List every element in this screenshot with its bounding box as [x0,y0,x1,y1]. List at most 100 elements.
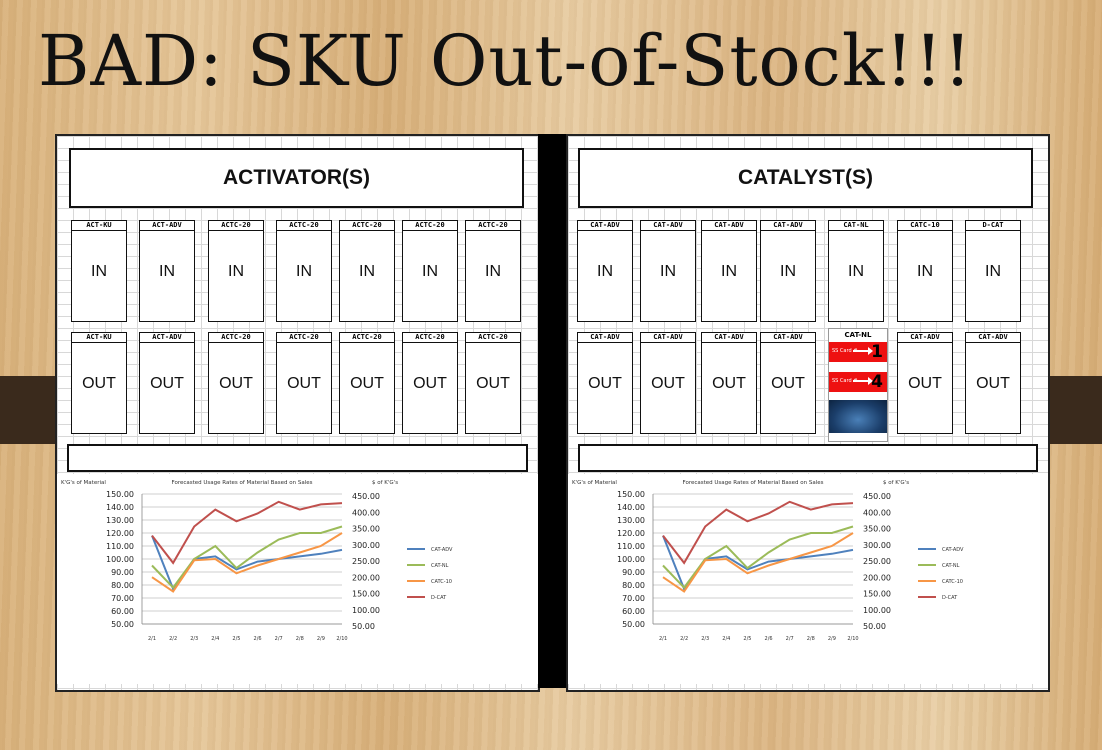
legend-label: CAT-ADV [431,547,453,553]
series-line-catc-10 [151,532,343,593]
y-tick-label: 120.00 [617,529,645,538]
kanban-card[interactable]: ACT-ADV OUT [139,332,195,434]
kanban-card[interactable]: CAT-ADV IN [640,220,696,322]
x-tick-label: 2/10 [847,636,858,642]
kanban-card[interactable]: CAT-ADV IN [701,220,757,322]
special-card-label: CAT-NL [844,331,872,339]
y2-tick-label: 200.00 [863,573,891,582]
x-tick-label: 2/3 [190,636,198,642]
card-status-in: IN [422,263,438,280]
kanban-card[interactable]: CAT-ADV OUT [965,332,1021,434]
y-tick-label: 140.00 [617,503,645,512]
y2-tick-label: 100.00 [863,606,891,615]
slide-title: BAD: SKU Out-of-Stock!!! [38,20,973,102]
card-sku-label: ACTC-20 [340,333,394,343]
kanban-card[interactable]: D-CAT IN [965,220,1021,322]
x-tick-label: 2/5 [232,636,240,642]
y-tick-label: 140.00 [106,503,134,512]
kanban-card[interactable]: ACT-ADV IN [139,220,195,322]
card-sku-label: ACTC-20 [466,221,520,231]
kanban-card[interactable]: ACTC-20 IN [208,220,264,322]
kanban-card[interactable]: CAT-NL IN [828,220,884,322]
y2-axis-label: $ of K'G's [883,480,909,486]
kanban-card[interactable]: CAT-ADV OUT [760,332,816,434]
y-tick-label: 80.00 [622,581,645,590]
series-line-catc-10 [662,532,854,593]
series-line-cat-nl [151,525,343,590]
x-tick-label: 2/1 [148,636,156,642]
card-status-in: IN [660,263,676,280]
kanban-card[interactable]: ACTC-20 IN [339,220,395,322]
y2-tick-label: 150.00 [352,590,380,599]
x-tick-label: 2/7 [275,636,283,642]
series-line-d-cat [151,500,343,565]
y-tick-label: 110.00 [106,542,134,551]
card-status-in: IN [359,263,375,280]
x-tick-label: 2/3 [701,636,709,642]
card-status-in: IN [848,263,864,280]
ss-card-text: SS Card # [832,378,858,384]
y-tick-label: 100.00 [106,555,134,564]
legend-label: D-CAT [942,595,958,601]
kanban-card[interactable]: ACTC-20 OUT [276,332,332,434]
kanban-card[interactable]: CATC-10 IN [897,220,953,322]
card-sku-label: CAT-ADV [702,221,756,231]
legend-label: CATC-10 [431,579,452,585]
x-tick-label: 2/1 [659,636,667,642]
y-tick-label: 80.00 [111,581,134,590]
y2-tick-label: 350.00 [352,525,380,534]
ss-card-text: SS Card # [832,348,858,354]
kanban-card[interactable]: ACTC-20 IN [465,220,521,322]
kanban-card[interactable]: ACTC-20 IN [402,220,458,322]
kanban-card[interactable]: ACTC-20 OUT [465,332,521,434]
card-status-out: OUT [712,375,746,392]
kanban-card[interactable]: ACTC-20 OUT [339,332,395,434]
y2-tick-label: 150.00 [863,590,891,599]
y2-tick-label: 250.00 [863,557,891,566]
kanban-card[interactable]: CAT-ADV OUT [640,332,696,434]
y-tick-label: 70.00 [622,594,645,603]
kanban-card[interactable]: ACTC-20 IN [276,220,332,322]
card-status-out: OUT [908,375,942,392]
card-status-out: OUT [219,375,253,392]
y2-tick-label: 250.00 [352,557,380,566]
card-sku-label: ACT-KU [72,221,126,231]
kanban-card[interactable]: CAT-ADV IN [760,220,816,322]
card-status-in: IN [159,263,175,280]
kanban-card[interactable]: CAT-ADV IN [577,220,633,322]
x-tick-label: 2/9 [317,636,325,642]
card-status-out: OUT [651,375,685,392]
kanban-card[interactable]: ACT-KU IN [71,220,127,322]
y-tick-label: 90.00 [111,568,134,577]
card-sku-label: CAT-ADV [966,333,1020,343]
ss-card-number: 1 [871,342,883,362]
x-tick-label: 2/8 [807,636,815,642]
y2-tick-label: 350.00 [863,525,891,534]
cat-nl-safety-stock-card[interactable]: CAT-NL SS Card # 1 SS Card # 4 [828,328,888,442]
card-status-in: IN [296,263,312,280]
card-sku-label: ACTC-20 [340,221,394,231]
kanban-card[interactable]: CAT-ADV OUT [701,332,757,434]
y-tick-label: 150.00 [617,490,645,499]
card-status-in: IN [780,263,796,280]
x-tick-label: 2/7 [786,636,794,642]
chart-title: Forecasted Usage Rates of Material Based… [171,480,312,486]
y2-tick-label: 450.00 [863,492,891,501]
card-sku-label: ACTC-20 [466,333,520,343]
card-sku-label: ACT-ADV [140,221,194,231]
card-status-out: OUT [150,375,184,392]
kanban-card[interactable]: CAT-ADV OUT [577,332,633,434]
kanban-card[interactable]: ACT-KU OUT [71,332,127,434]
kanban-card[interactable]: CAT-ADV OUT [897,332,953,434]
y-tick-label: 130.00 [617,516,645,525]
legend-label: CAT-ADV [942,547,964,553]
kanban-card[interactable]: ACTC-20 OUT [402,332,458,434]
x-tick-label: 2/6 [765,636,773,642]
card-status-out: OUT [413,375,447,392]
kanban-card[interactable]: ACTC-20 OUT [208,332,264,434]
card-status-in: IN [721,263,737,280]
x-tick-label: 2/8 [296,636,304,642]
chart-title-bar [67,444,528,472]
card-status-out: OUT [82,375,116,392]
legend-label: CAT-NL [431,563,449,569]
